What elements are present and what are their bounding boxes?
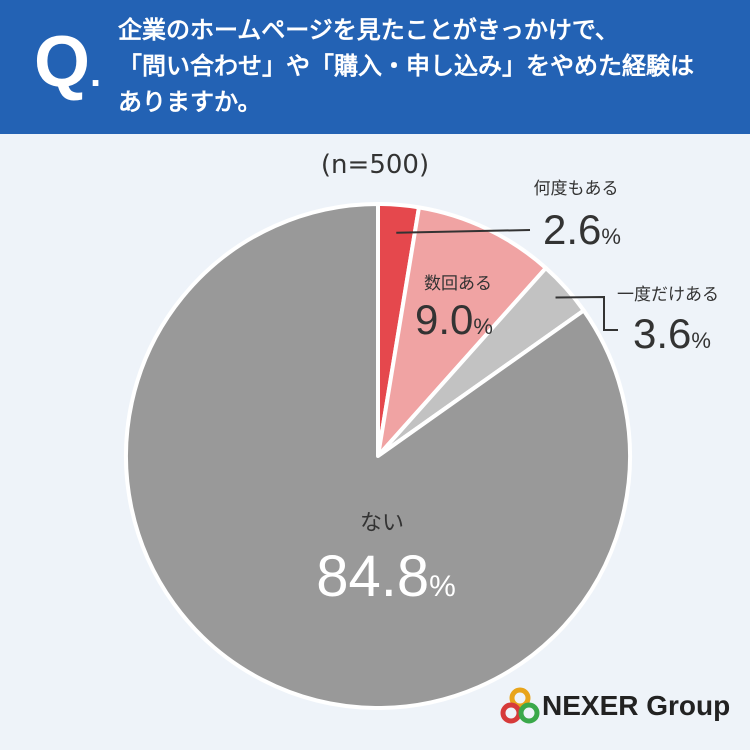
sample-size: (n=500) bbox=[320, 150, 430, 180]
slice-several-times bbox=[376, 205, 548, 458]
label-once-category: 一度だけある bbox=[617, 285, 719, 305]
label-several-times-value: 9.0% bbox=[415, 296, 493, 343]
leader-line-once bbox=[555, 295, 618, 331]
question-line-3: ありますか。 bbox=[118, 88, 262, 116]
question-banner: Q. 企業のホームページを見たことがきっかけで、 「問い合わせ」や「購入・申し込… bbox=[0, 0, 750, 134]
question-text: 企業のホームページを見たことがきっかけで、 「問い合わせ」や「購入・申し込み」を… bbox=[118, 12, 728, 120]
question-line-2: 「問い合わせ」や「購入・申し込み」をやめた経験は bbox=[118, 52, 694, 80]
question-line-1: 企業のホームページを見たことがきっかけで、 bbox=[118, 16, 619, 44]
label-never-value: 84.8% bbox=[316, 544, 456, 609]
nexer-logo: NEXER Group bbox=[500, 686, 740, 730]
label-once-value: 3.6% bbox=[633, 310, 711, 357]
label-many-times-category: 何度もある bbox=[534, 179, 619, 199]
label-many-times-value: 2.6% bbox=[543, 206, 621, 253]
label-several-times-category: 数回ある bbox=[424, 274, 492, 294]
label-never-category: ない bbox=[360, 511, 404, 536]
q-mark: Q. bbox=[34, 22, 102, 102]
leader-line-many-times bbox=[396, 229, 531, 234]
slice-never bbox=[124, 202, 632, 710]
logo-text: NEXER Group bbox=[542, 690, 731, 721]
nexer-logo-icon bbox=[500, 687, 540, 724]
